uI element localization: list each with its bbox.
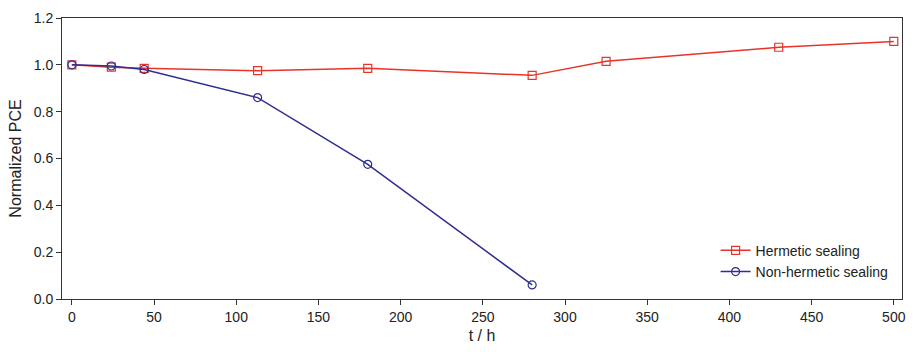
- svg-text:Non-hermetic sealing: Non-hermetic sealing: [756, 264, 888, 280]
- svg-text:100: 100: [225, 309, 249, 325]
- svg-text:0: 0: [68, 309, 76, 325]
- svg-text:350: 350: [636, 309, 660, 325]
- svg-text:0.2: 0.2: [34, 244, 54, 260]
- svg-text:150: 150: [307, 309, 331, 325]
- svg-text:300: 300: [553, 309, 577, 325]
- svg-text:450: 450: [800, 309, 824, 325]
- svg-text:250: 250: [471, 309, 495, 325]
- svg-text:0.8: 0.8: [34, 104, 54, 120]
- svg-text:1.2: 1.2: [34, 10, 54, 26]
- svg-text:50: 50: [146, 309, 162, 325]
- svg-text:Normalized PCE: Normalized PCE: [7, 99, 24, 217]
- svg-text:Hermetic sealing: Hermetic sealing: [756, 243, 860, 259]
- svg-text:400: 400: [718, 309, 742, 325]
- svg-text:0.0: 0.0: [34, 291, 54, 307]
- svg-text:0.6: 0.6: [34, 150, 54, 166]
- svg-text:200: 200: [389, 309, 413, 325]
- svg-text:t / h: t / h: [469, 327, 496, 344]
- svg-text:1.0: 1.0: [34, 57, 54, 73]
- svg-text:500: 500: [882, 309, 906, 325]
- svg-text:0.4: 0.4: [34, 197, 54, 213]
